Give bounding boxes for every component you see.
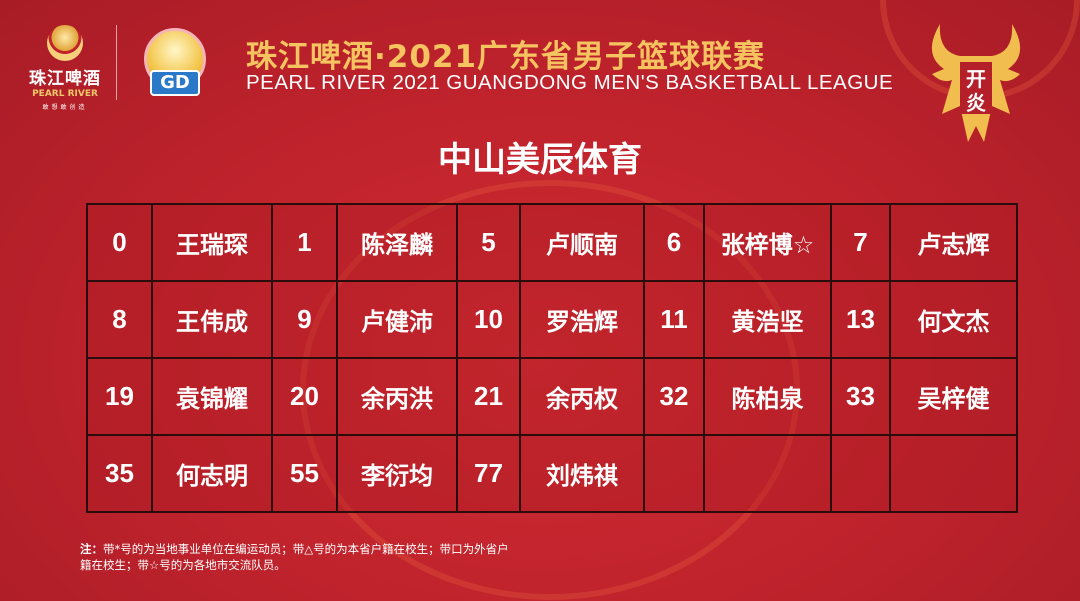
player-name: 李衍均 [336,434,458,513]
player-name: 何志明 [151,434,273,513]
player-name: 卢健沛 [336,280,458,359]
brand-tagline: 敢想敢创造 [42,104,88,111]
player-name: 王伟成 [151,280,273,359]
player-number: 0 [86,203,153,282]
brand-name-cn: 珠江啤酒 [29,69,101,89]
player-number: 10 [456,280,521,359]
logo-divider [116,25,117,100]
player-name: 卢志辉 [889,203,1018,282]
player-name: 王瑞琛 [151,203,273,282]
player-number [830,434,891,513]
footnote-text: 带*号的为当地事业单位在编运动员；带△号的为本省户籍在校生；带口为外省户籍在校生… [80,542,509,572]
ox-mascot-logo: 开 炎 [931,24,1021,142]
player-number: 35 [86,434,153,513]
player-number: 33 [830,357,891,436]
player-name: 张梓博☆ [703,203,832,282]
pearl-river-logo: 珠江啤酒 PEARL RIVER 敢想敢创造 [20,25,110,111]
title-cn: 珠江啤酒·2021广东省男子篮球联赛 [246,39,766,75]
mascot-char-1: 开 [966,67,986,91]
roster-row: 35 何志明 55 李衍均 77 刘炜祺 [86,434,1018,513]
player-name: 余丙洪 [336,357,458,436]
player-name: 黄浩坚 [703,280,832,359]
player-number: 11 [643,280,705,359]
title-en: PEARL RIVER 2021 GUANGDONG MEN'S BASKETB… [246,71,894,94]
ox-face-panel [960,62,992,114]
player-number: 7 [830,203,891,282]
footnote: 注：带*号的为当地事业单位在编运动员；带△号的为本省户籍在校生；带口为外省户籍在… [80,541,520,573]
player-number: 8 [86,280,153,359]
roster-row: 8 王伟成 9 卢健沛 10 罗浩辉 11 黄浩坚 13 何文杰 [86,280,1018,359]
player-number: 55 [271,434,338,513]
player-name: 余丙权 [519,357,645,436]
player-name: 罗浩辉 [519,280,645,359]
gd-league-logo: GD [138,22,212,102]
player-number: 21 [456,357,521,436]
footnote-label: 注： [80,542,103,556]
player-name: 袁锦耀 [151,357,273,436]
roster-row: 19 袁锦耀 20 余丙洪 21 余丙权 32 陈柏泉 33 吴梓健 [86,357,1018,436]
player-number [643,434,705,513]
player-number: 9 [271,280,338,359]
brand-name-en: PEARL RIVER [32,89,98,99]
gd-text: GD [150,70,200,96]
player-number: 77 [456,434,521,513]
roster-row: 0 王瑞琛 1 陈泽麟 5 卢顺南 6 张梓博☆ 7 卢志辉 [86,203,1018,282]
player-number: 20 [271,357,338,436]
player-number: 1 [271,203,338,282]
player-number: 5 [456,203,521,282]
player-name [703,434,832,513]
team-name: 中山美辰体育 [438,140,642,180]
player-name: 卢顺南 [519,203,645,282]
player-name: 刘炜祺 [519,434,645,513]
player-number: 19 [86,357,153,436]
player-number: 32 [643,357,705,436]
player-name [889,434,1018,513]
pearl-river-emblem-icon [47,25,83,61]
player-name: 陈柏泉 [703,357,832,436]
player-number: 13 [830,280,891,359]
player-number: 6 [643,203,705,282]
player-name: 何文杰 [889,280,1018,359]
player-name: 吴梓健 [889,357,1018,436]
mascot-char-2: 炎 [966,91,986,115]
roster-table: 0 王瑞琛 1 陈泽麟 5 卢顺南 6 张梓博☆ 7 卢志辉 8 王伟成 9 卢健沛 10 罗浩辉 11 黄浩坚 1… [86,203,1018,513]
player-name: 陈泽麟 [336,203,458,282]
